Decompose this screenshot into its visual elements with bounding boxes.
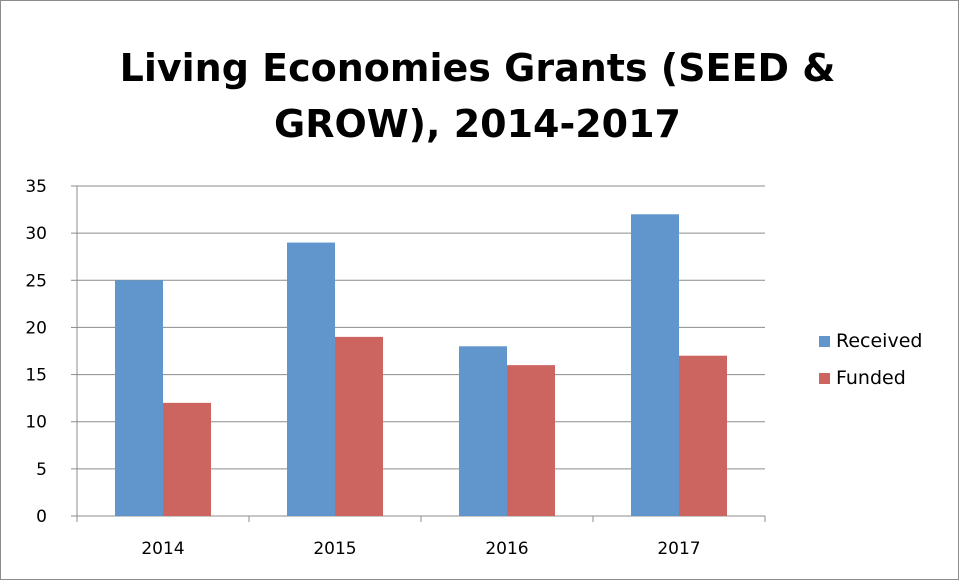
x-tick-label-2014: 2014 [141, 539, 184, 559]
bar-funded-2014 [163, 402, 211, 516]
chart-legend: Received Funded [819, 330, 922, 404]
bar-received-2017 [631, 214, 679, 517]
bar-funded-2015 [335, 336, 383, 516]
chart-title-line-2: GROW), 2014-2017 [274, 102, 681, 146]
bar-received-2014 [115, 280, 163, 516]
y-tick-label-0: 0 [36, 507, 47, 527]
y-tick-label-30: 30 [25, 224, 47, 244]
y-tick-label-5: 5 [36, 460, 47, 480]
legend-label-received: Received [836, 330, 923, 352]
bar-funded-2017 [679, 355, 727, 516]
legend-swatch-funded [819, 372, 830, 384]
legend-item-funded: Funded [819, 367, 922, 389]
legend-swatch-received [819, 335, 830, 347]
chart-title: Living Economies Grants (SEED & GROW), 2… [0, 40, 955, 152]
chart-title-line-1: Living Economies Grants (SEED & [119, 46, 836, 90]
bar-received-2015 [287, 242, 335, 517]
legend-label-funded: Funded [836, 367, 906, 389]
y-tick-label-20: 20 [25, 318, 47, 338]
y-tick-label-25: 25 [25, 271, 47, 291]
y-tick-label-35: 35 [25, 177, 47, 197]
legend-item-received: Received [819, 330, 922, 352]
bar-received-2016 [459, 346, 507, 516]
x-tick-label-2017: 2017 [657, 539, 700, 559]
x-tick-label-2015: 2015 [313, 539, 356, 559]
y-tick-label-15: 15 [25, 366, 47, 386]
y-tick-label-10: 10 [25, 413, 47, 433]
bar-funded-2016 [507, 365, 555, 516]
x-tick-label-2016: 2016 [485, 539, 528, 559]
